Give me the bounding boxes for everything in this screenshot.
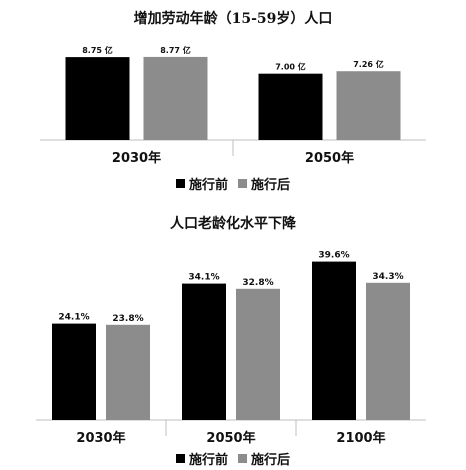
x-tick-label: 2030年 (76, 430, 125, 446)
data-label: 23.8% (112, 314, 143, 324)
data-label: 7.26 亿 (353, 59, 384, 69)
legend-label-after: 施行后 (251, 453, 291, 468)
chart-1-plot: 8.75 亿 8.77 亿 2030年 7.00 亿 7.26 亿 2050年 (40, 45, 426, 166)
legend-label-after: 施行后 (251, 178, 291, 193)
bar-after-1 (236, 288, 280, 420)
data-label: 7.00 亿 (275, 62, 306, 72)
bar-after-1 (336, 71, 401, 140)
chart-1-legend: 施行前 施行后 (0, 174, 466, 193)
data-label: 39.6% (318, 251, 349, 261)
legend-swatch-after (238, 179, 247, 188)
legend-item-before: 施行前 (175, 174, 228, 193)
legend-item-before: 施行前 (175, 449, 228, 468)
data-label: 8.75 亿 (82, 45, 113, 55)
legend-item-after: 施行后 (238, 174, 290, 193)
data-label: 32.8% (242, 278, 273, 288)
legend-label-before: 施行前 (188, 453, 228, 468)
chart-2-legend: 施行前 施行后 (0, 449, 466, 468)
legend-swatch-before (175, 454, 185, 463)
data-label: 8.77 亿 (160, 45, 191, 55)
bar-before-1 (258, 73, 323, 140)
legend-swatch-before (175, 179, 185, 188)
data-label: 34.3% (372, 272, 403, 282)
bar-after-0 (143, 56, 208, 141)
bar-before-1 (182, 283, 226, 420)
bar-before-0 (52, 323, 96, 420)
x-tick-label: 2100年 (336, 430, 385, 446)
chart-2-title: 人口老龄化水平下降 (170, 216, 296, 232)
data-label: 34.1% (188, 273, 219, 283)
bar-after-0 (106, 324, 150, 420)
x-tick-label: 2050年 (305, 150, 354, 166)
x-tick-label: 2050年 (206, 430, 255, 446)
bar-after-2 (366, 282, 410, 420)
legend-item-after: 施行后 (238, 449, 290, 468)
x-tick-label: 2030年 (112, 150, 161, 166)
bar-before-0 (65, 57, 130, 140)
bar-before-2 (312, 261, 356, 420)
legend-label-before: 施行前 (188, 178, 228, 193)
chart-2-panel: 人口老龄化水平下降 24.1% 23.8% 2030年 34.1% 32.8% 2050年… (0, 200, 466, 470)
legend-swatch-after (238, 454, 247, 463)
chart-1-title: 增加劳动年龄（15-59岁）人口 (133, 11, 333, 27)
chart-2-plot: 24.1% 23.8% 2030年 34.1% 32.8% 2050年 39.6% 34.3%… (36, 251, 426, 446)
chart-1-panel: 增加劳动年龄（15-59岁）人口 8.75 亿 8.77 亿 2030年 7.00 亿… (0, 0, 466, 200)
data-label: 24.1% (58, 313, 89, 323)
